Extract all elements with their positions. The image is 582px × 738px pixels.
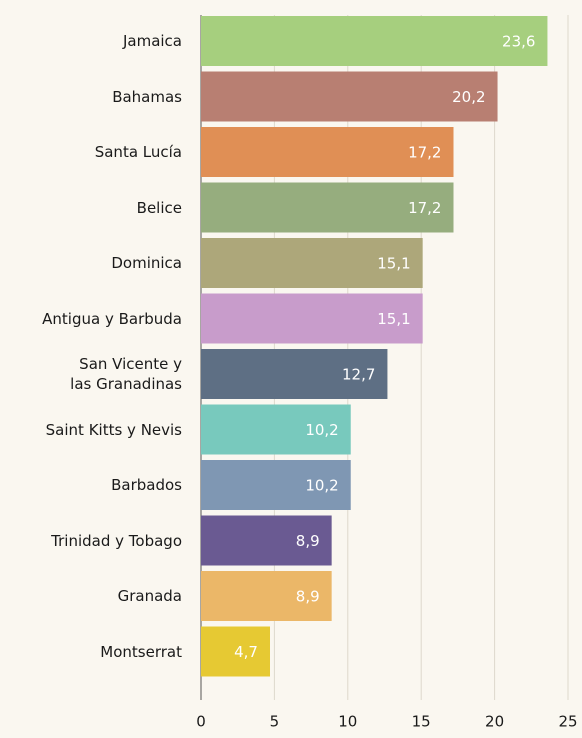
category-label: Bahamas xyxy=(112,87,182,106)
category-label: Santa Lucía xyxy=(94,143,182,161)
value-label: 20,2 xyxy=(452,88,485,106)
x-tick-label: 20 xyxy=(485,713,504,731)
bar xyxy=(201,349,388,399)
bar xyxy=(201,293,423,344)
value-label: 12,7 xyxy=(342,366,375,384)
category-label: Jamaica xyxy=(122,32,182,50)
category-label: Barbados xyxy=(111,476,182,494)
category-label: Antigua y Barbuda xyxy=(42,309,182,328)
x-tick-label: 25 xyxy=(558,713,577,731)
category-label: Granada xyxy=(117,587,182,605)
value-label: 4,7 xyxy=(234,643,258,661)
category-label: Dominica xyxy=(111,254,182,272)
value-label: 8,9 xyxy=(296,588,320,606)
value-label: 15,1 xyxy=(377,310,410,328)
category-label: Belice xyxy=(136,198,182,217)
bar xyxy=(201,515,332,566)
category-label: Trinidad y Tobago xyxy=(51,531,182,550)
category-label: Montserrat xyxy=(100,642,182,661)
bar xyxy=(201,626,270,677)
x-tick-label: 15 xyxy=(412,713,431,731)
bar xyxy=(201,571,332,621)
bar xyxy=(201,404,351,455)
value-label: 10,2 xyxy=(305,477,338,495)
category-label: Saint Kitts y Nevis xyxy=(45,420,182,439)
bar xyxy=(201,71,498,122)
bar xyxy=(201,127,454,177)
bar xyxy=(201,460,351,510)
bar xyxy=(201,182,454,233)
value-label: 17,2 xyxy=(408,144,441,162)
category-label: San Vicente y las Granadinas xyxy=(70,355,182,393)
value-label: 23,6 xyxy=(502,33,535,51)
x-tick-label: 5 xyxy=(270,713,280,731)
value-label: 17,2 xyxy=(408,199,441,217)
bar xyxy=(201,238,423,288)
value-label: 8,9 xyxy=(296,532,320,550)
x-tick-label: 0 xyxy=(196,713,206,731)
value-label: 10,2 xyxy=(305,421,338,439)
bar xyxy=(201,16,548,66)
x-tick-label: 10 xyxy=(338,713,357,731)
value-label: 15,1 xyxy=(377,255,410,273)
